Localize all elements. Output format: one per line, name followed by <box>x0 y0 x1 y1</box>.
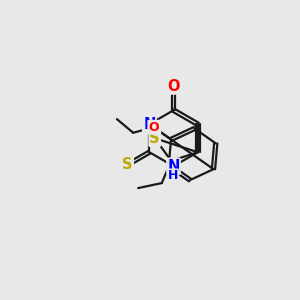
Text: S: S <box>149 131 160 146</box>
Text: N: N <box>167 159 180 174</box>
Text: O: O <box>148 121 159 134</box>
Text: O: O <box>167 79 180 94</box>
Text: S: S <box>122 157 133 172</box>
Text: N: N <box>143 117 155 132</box>
Text: H: H <box>168 169 178 182</box>
